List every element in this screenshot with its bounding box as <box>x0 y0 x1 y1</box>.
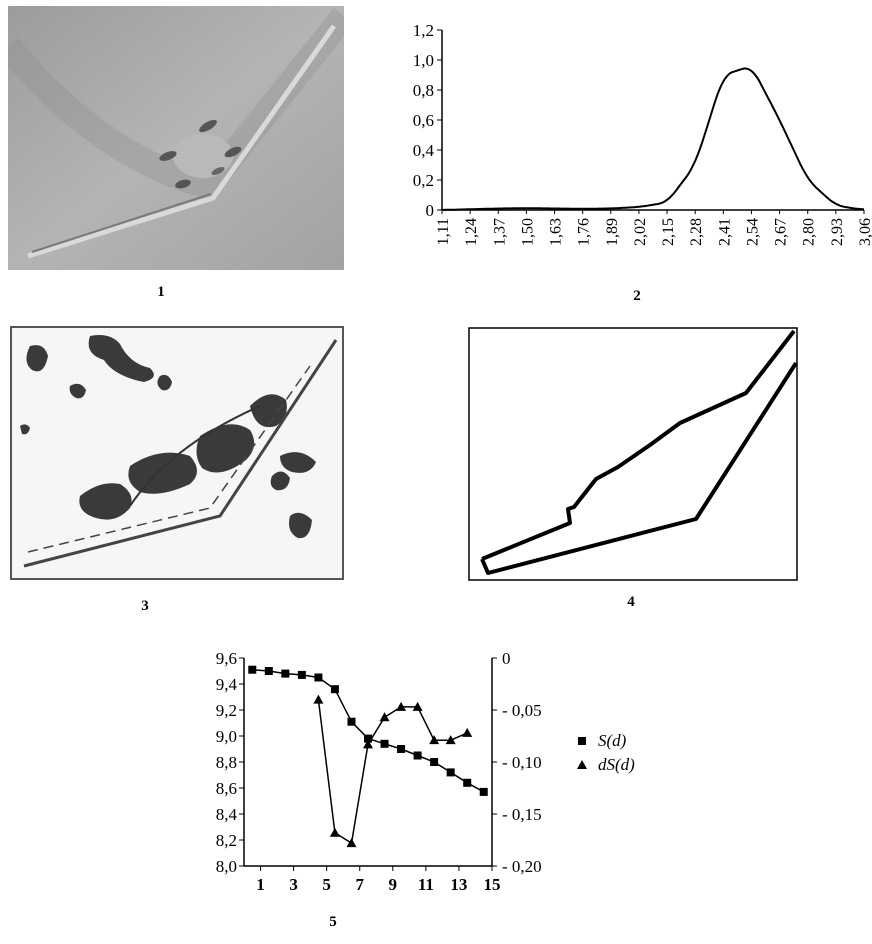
left-y-tick-label: 9,6 <box>216 649 237 668</box>
left-y-tick-label: 9,2 <box>216 701 237 720</box>
legend-square-marker <box>578 737 586 745</box>
left-y-tick-label: 9,0 <box>216 727 237 746</box>
caption-2: 2 <box>633 288 641 304</box>
s-series-point <box>380 739 389 748</box>
y-tick-label: 0,4 <box>413 141 435 160</box>
legend-triangle-marker <box>577 760 587 769</box>
y-tick-label: 0 <box>426 201 435 220</box>
s-series-point <box>479 787 488 796</box>
x-tick-label: 2,67 <box>773 218 790 246</box>
y-tick-label: 0,6 <box>413 111 434 130</box>
legend-ds-label: dS(d) <box>598 755 635 774</box>
x-tick-label: 2,41 <box>716 218 733 246</box>
s-series-point <box>281 669 290 678</box>
s-series-point <box>397 745 406 753</box>
s-series-point <box>248 665 257 674</box>
s-series-point <box>364 734 372 743</box>
y-tick-label: 0,2 <box>413 171 434 190</box>
s-series-point <box>330 685 339 694</box>
x-tick-label: 2,80 <box>801 218 818 246</box>
ds-series-point <box>429 735 440 745</box>
caption-1: 1 <box>157 284 165 300</box>
ds-series-point <box>445 735 456 745</box>
right-y-tick-label: - 0,05 <box>502 701 542 720</box>
y-tick-label: 1,2 <box>413 21 434 40</box>
ds-series-point <box>363 739 373 749</box>
x-tick-label: 1,89 <box>604 218 621 246</box>
x-tick-label: 1,76 <box>576 218 593 246</box>
fractal-chart-svg: 8,0 8,2 8,4 8,6 8,8 9,0 9,2 9,4 9,6 0 - 0,05 - 0,10… <box>216 649 635 894</box>
right-y-tick-label: - 0,20 <box>502 857 542 876</box>
x-tick-label: 2,02 <box>632 218 649 246</box>
ds-series-point <box>313 694 324 704</box>
ds-series-point <box>346 838 357 848</box>
binary-map-image <box>10 326 344 580</box>
right-y-tick-label: - 0,15 <box>502 805 542 824</box>
x-tick-label: 1,11 <box>435 218 452 245</box>
s-series-point <box>413 751 422 760</box>
x-tick-label: 1,24 <box>463 218 480 246</box>
right-y-tick-label: 0 <box>502 649 511 668</box>
x-tick-label: 15 <box>484 875 501 894</box>
left-y-tick-label: 8,0 <box>216 857 237 876</box>
photo-panel <box>0 6 355 270</box>
ds-series-line <box>317 699 468 845</box>
contour-image <box>468 327 798 581</box>
ds-series-point <box>396 701 407 711</box>
ds-series-point <box>412 701 423 711</box>
left-y-tick-label: 9,4 <box>216 675 238 694</box>
binary-map-panel <box>10 326 344 580</box>
y-tick-label: 1,0 <box>413 51 434 70</box>
x-tick-label: 1,50 <box>519 218 536 246</box>
s-series-point <box>264 667 273 675</box>
fractal-chart: 8,0 8,2 8,4 8,6 8,8 9,0 9,2 9,4 9,6 0 - 0,05 - 0,10… <box>186 642 706 910</box>
x-tick-label: 2,15 <box>660 218 677 246</box>
contour-panel <box>468 327 798 581</box>
ds-series-point <box>329 827 340 837</box>
x-tick-label: 3 <box>289 875 298 894</box>
right-y-tick-label: - 0,10 <box>502 753 542 772</box>
x-tick-label: 1,63 <box>548 218 565 246</box>
y-tick-label: 0,8 <box>413 81 434 100</box>
photo-image <box>0 6 355 270</box>
caption-5: 5 <box>329 914 337 930</box>
distribution-chart: 0 0,2 0,4 0,6 0,8 1,0 1,2 1,11 1,24 1,37 1,50 1,63 1… <box>356 6 872 276</box>
ds-series-point <box>379 712 390 722</box>
caption-4: 4 <box>627 594 635 610</box>
x-tick-label: 1,37 <box>491 218 508 246</box>
x-tick-label: 13 <box>450 875 467 894</box>
x-tick-label: 1 <box>256 875 265 894</box>
s-series-point <box>297 670 306 679</box>
x-tick-label: 9 <box>389 875 398 894</box>
x-tick-label: 11 <box>418 875 434 894</box>
s-series-point <box>446 768 455 777</box>
s-series-point <box>430 758 439 766</box>
x-tick-label: 2,93 <box>829 218 846 246</box>
s-series-point <box>347 717 356 726</box>
left-y-tick-label: 8,6 <box>216 779 237 798</box>
distribution-curve <box>442 67 865 211</box>
left-y-tick-label: 8,2 <box>216 831 237 850</box>
s-series-point <box>463 778 472 787</box>
distribution-chart-svg: 0 0,2 0,4 0,6 0,8 1,0 1,2 1,11 1,24 1,37 1,50 1,63 1… <box>413 21 872 246</box>
left-y-tick-label: 8,8 <box>216 753 237 772</box>
x-tick-label: 5 <box>322 875 331 894</box>
ds-series-point <box>462 727 473 737</box>
caption-3: 3 <box>141 598 149 614</box>
left-y-tick-label: 8,4 <box>216 805 238 824</box>
x-tick-label: 2,28 <box>688 218 705 246</box>
x-tick-label: 7 <box>355 875 364 894</box>
s-series-point <box>314 673 323 682</box>
x-tick-label: 3,06 <box>857 218 872 246</box>
legend-s-label: S(d) <box>598 731 627 750</box>
x-tick-label: 2,54 <box>744 218 761 246</box>
